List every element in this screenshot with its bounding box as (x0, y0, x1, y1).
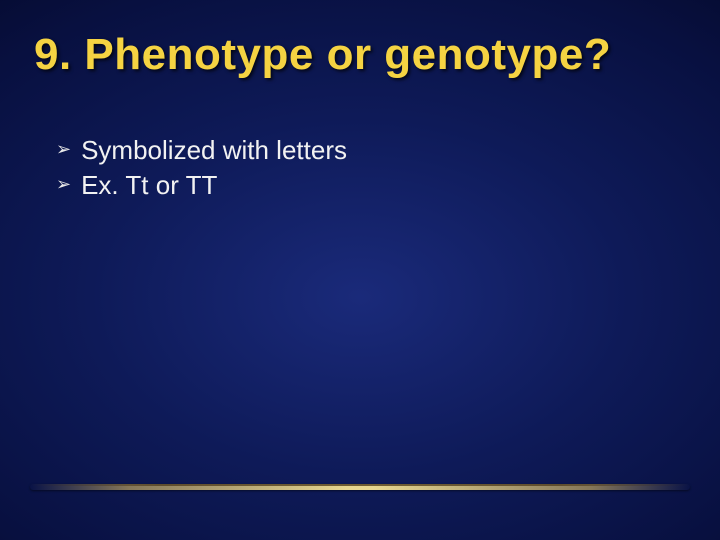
chevron-right-icon: ➢ (56, 174, 71, 195)
list-item: ➢ Ex. Tt or TT (56, 170, 376, 201)
bullet-text: Ex. Tt or TT (81, 170, 217, 201)
chevron-right-icon: ➢ (56, 139, 71, 160)
divider-bar (30, 484, 690, 490)
slide-title: 9. Phenotype or genotype? (34, 30, 611, 80)
list-item: ➢ Symbolized with letters (56, 135, 376, 166)
bullet-text: Symbolized with letters (81, 135, 347, 166)
bullet-list: ➢ Symbolized with letters ➢ Ex. Tt or TT (56, 135, 376, 204)
